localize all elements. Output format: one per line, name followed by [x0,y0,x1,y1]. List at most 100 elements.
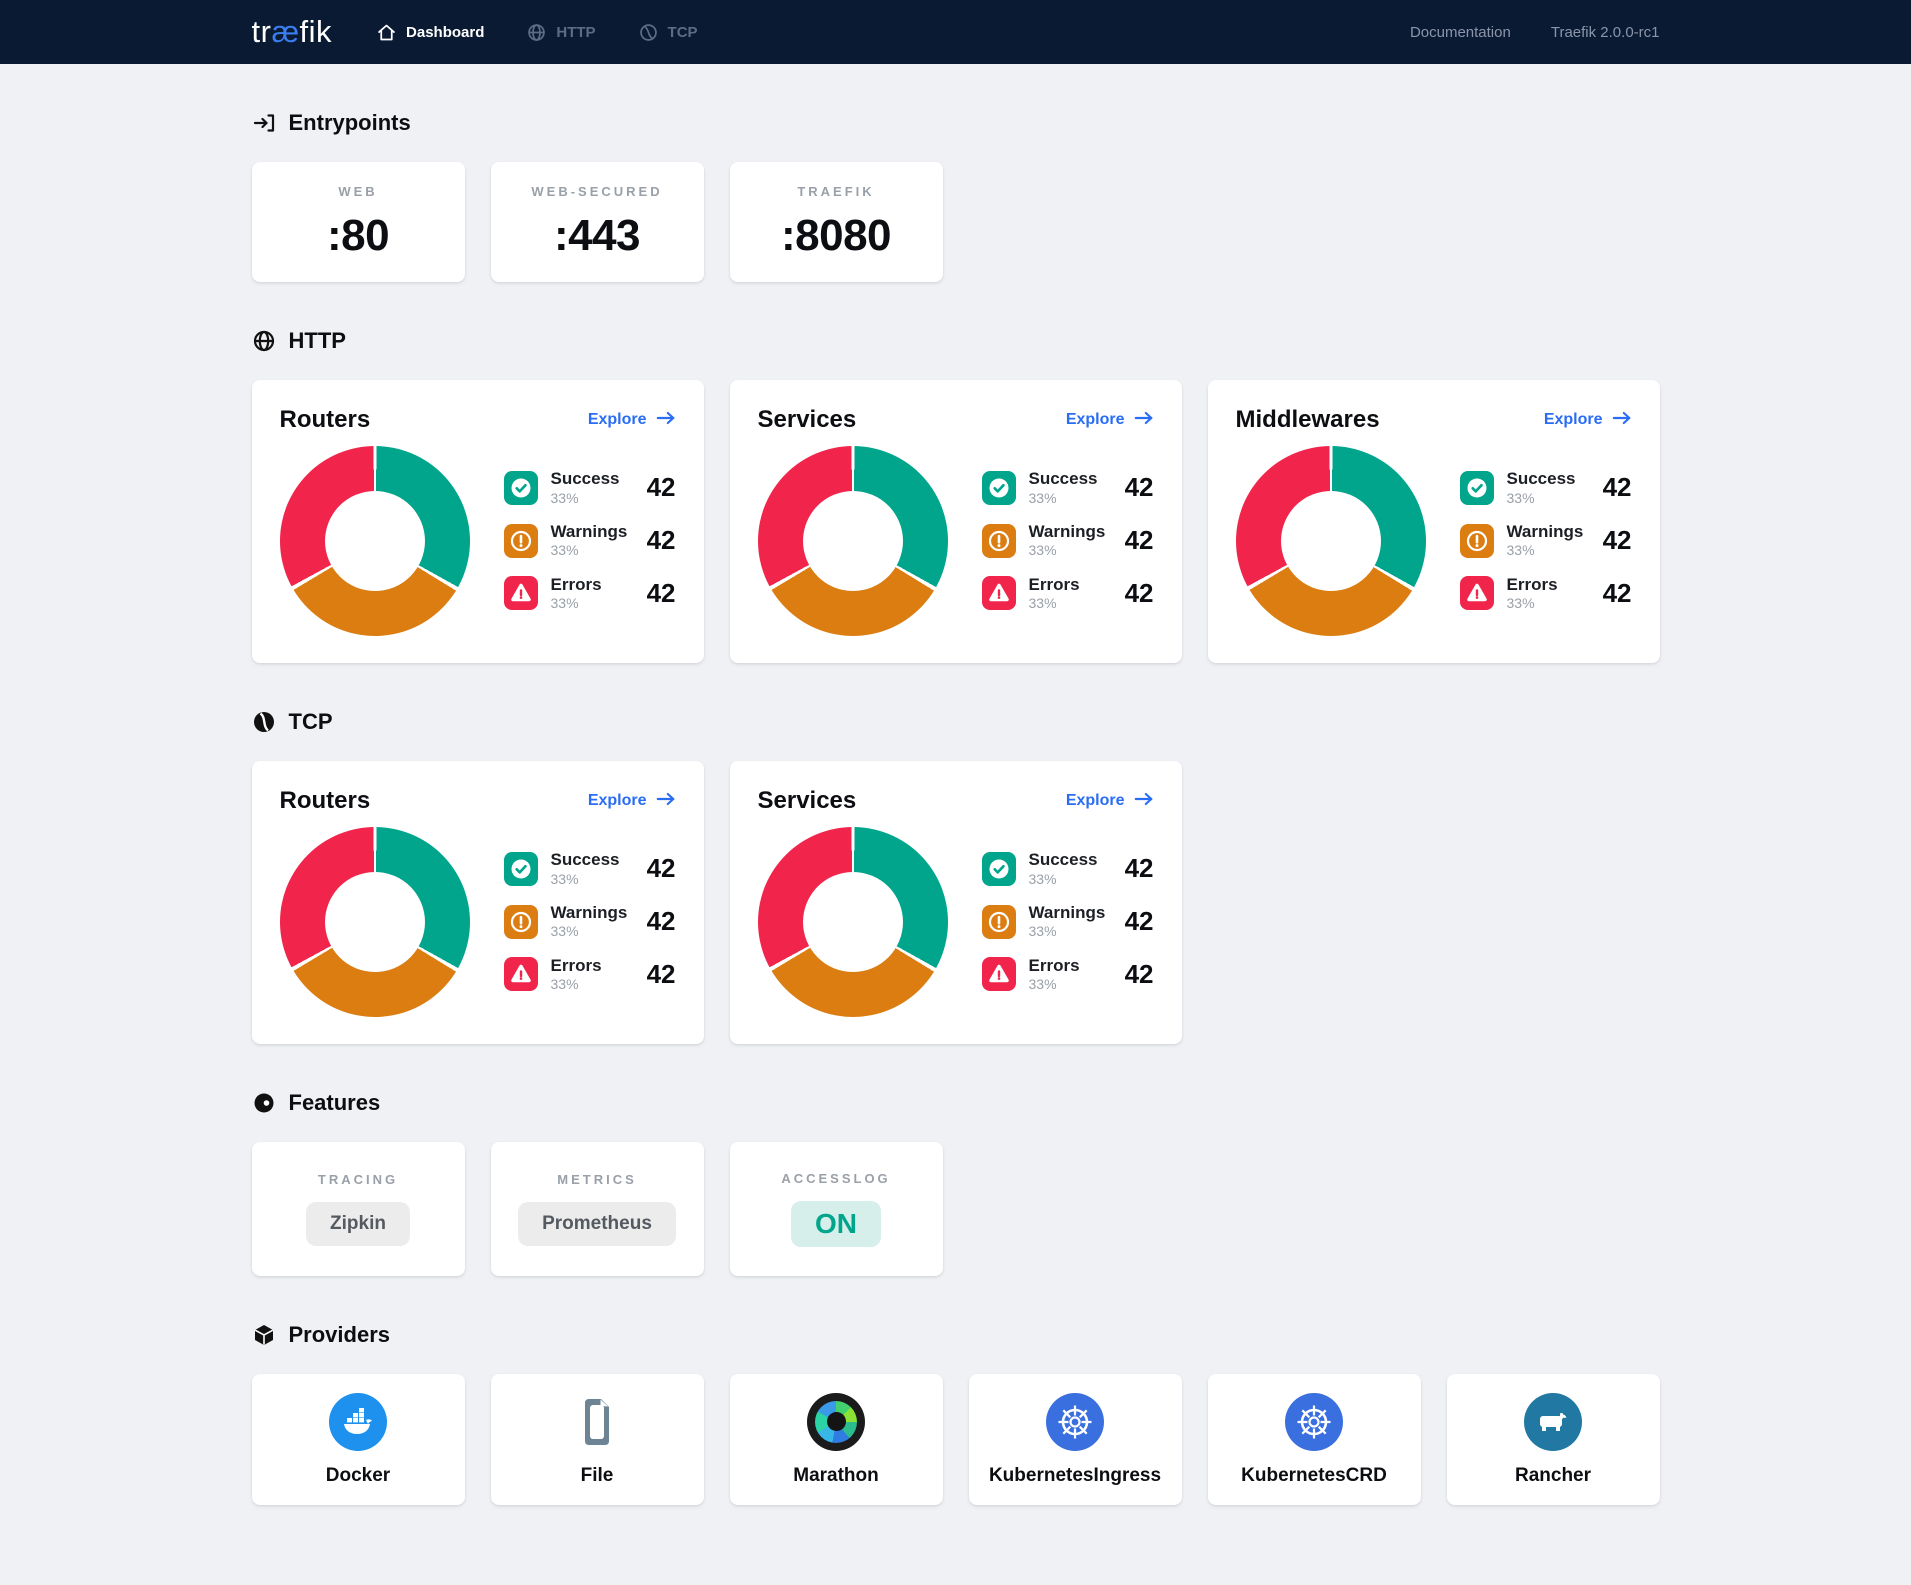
explore-label: Explore [587,411,647,428]
explore-link[interactable]: Explore [1066,410,1154,431]
card-title: Routers [279,787,371,814]
login-arrow-icon [252,111,276,135]
stat-row-errors: Errors 33% 42 [1459,574,1632,613]
stat-row-warnings: Warnings 33% 42 [503,902,676,941]
provider-name: Docker [325,1464,391,1486]
stat-percent: 33% [1028,542,1057,559]
nav-item-dashboard[interactable]: Dashboard [376,22,484,43]
stat-label: Warnings [1028,903,1106,923]
provider-name: KubernetesIngress [988,1464,1162,1486]
stat-percent: 33% [550,489,579,506]
provider-card-docker: Docker [251,1374,465,1505]
card-title: Services [757,406,857,433]
section-title: Features [288,1090,381,1115]
arrow-right-icon [1134,791,1154,812]
tcp-services-card: Services Explore Success 33% 42 Warnings 3… [729,761,1182,1044]
stat-value: 42 [646,472,676,503]
entrypoint-port: :80 [326,210,390,260]
section-title: Entrypoints [288,110,411,135]
stat-percent: 33% [1506,595,1535,612]
nav-item-tcp[interactable]: TCP [638,22,698,43]
explore-link[interactable]: Explore [1066,791,1154,812]
stat-row-success: Success 33% 42 [1459,468,1632,507]
stat-percent: 33% [1028,923,1057,940]
arrow-right-icon [1134,410,1154,431]
tcp-routers-card: Routers Explore Success 33% 42 Warnings 33… [251,761,704,1044]
warning-icon [503,523,538,558]
stat-value: 42 [1124,853,1154,884]
explore-link[interactable]: Explore [588,791,676,812]
nav-item-label: HTTP [556,23,596,41]
explore-label: Explore [587,792,647,809]
feature-card-accesslog: ACCESSLOG ON [729,1142,943,1276]
stat-row-errors: Errors 33% 42 [503,574,676,613]
documentation-link[interactable]: Documentation [1409,23,1511,41]
status-donut-chart [757,826,948,1017]
entrypoint-label: TRAEFIK [797,183,875,199]
stat-percent: 33% [550,976,579,993]
stat-percent: 33% [550,923,579,940]
stat-row-success: Success 33% 42 [503,849,676,888]
provider-name: KubernetesCRD [1241,1464,1387,1486]
feature-card-tracing: TRACING Zipkin [251,1142,465,1276]
stat-row-warnings: Warnings 33% 42 [1459,521,1632,560]
stat-label: Success [550,850,620,870]
stat-value: 42 [1124,958,1154,989]
warning-icon [981,904,1016,939]
http-routers-card: Routers Explore Success 33% 42 Warnings 33… [251,380,704,663]
error-icon [503,576,538,611]
nav-item-label: TCP [667,23,698,41]
error-icon [503,957,538,992]
stat-row-errors: Errors 33% 42 [503,955,676,994]
stat-row-success: Success 33% 42 [981,468,1154,507]
version-link[interactable]: Traefik 2.0.0-rc1 [1550,23,1660,41]
tcp-icon [638,22,659,43]
explore-label: Explore [1065,411,1125,428]
explore-link[interactable]: Explore [588,410,676,431]
stat-row-warnings: Warnings 33% 42 [503,521,676,560]
feature-card-metrics: METRICS Prometheus [490,1142,704,1276]
home-icon [376,22,397,43]
features-grid: TRACING Zipkin METRICS Prometheus ACCESS… [251,1142,1660,1276]
features-section-header: Features [252,1090,1660,1116]
provider-card-kubernetes-crd: KubernetesCRD [1207,1374,1421,1505]
nav-item-label: Dashboard [406,23,485,41]
stat-row-success: Success 33% 42 [981,849,1154,888]
feature-value-badge: Prometheus [518,1202,676,1246]
entrypoints-grid: WEB :80 WEB-SECURED :443 TRAEFIK :8080 [251,162,1660,282]
stat-row-warnings: Warnings 33% 42 [981,902,1154,941]
tcp-section-header: TCP [252,709,1660,735]
stat-percent: 33% [1506,542,1535,559]
entrypoints-section-header: Entrypoints [252,110,1660,136]
stat-label: Success [1506,469,1576,489]
warning-icon [1459,523,1494,558]
entrypoint-card-web: WEB :80 [251,162,465,282]
stat-row-success: Success 33% 42 [503,468,676,507]
provider-name: File [580,1464,614,1486]
http-middlewares-card: Middlewares Explore Success 33% 42 Warnin… [1207,380,1660,663]
globe-icon [252,329,276,353]
section-title: HTTP [288,328,346,353]
stat-value: 42 [1124,525,1154,555]
provider-name: Rancher [1514,1464,1592,1486]
stat-value: 42 [646,853,676,884]
http-services-card: Services Explore Success 33% 42 Warnings 3… [729,380,1182,663]
kubernetes-icon [1046,1392,1104,1451]
stat-label: Warnings [1506,522,1584,542]
stat-label: Errors [550,574,602,594]
traefik-logo: træfik [251,14,333,49]
success-icon [503,851,538,886]
feature-label: METRICS [557,1172,637,1187]
stat-label: Success [1028,469,1098,489]
stat-value: 42 [1124,472,1154,503]
provider-card-rancher: Rancher [1446,1374,1660,1505]
status-donut-chart [279,826,470,1017]
stat-percent: 33% [1028,976,1057,993]
nav-item-http[interactable]: HTTP [526,22,596,43]
stat-value: 42 [1124,906,1154,936]
error-icon [981,576,1016,611]
success-icon [503,470,538,505]
stat-value: 42 [1602,525,1632,555]
arrow-right-icon [1612,410,1632,431]
explore-link[interactable]: Explore [1544,410,1632,431]
